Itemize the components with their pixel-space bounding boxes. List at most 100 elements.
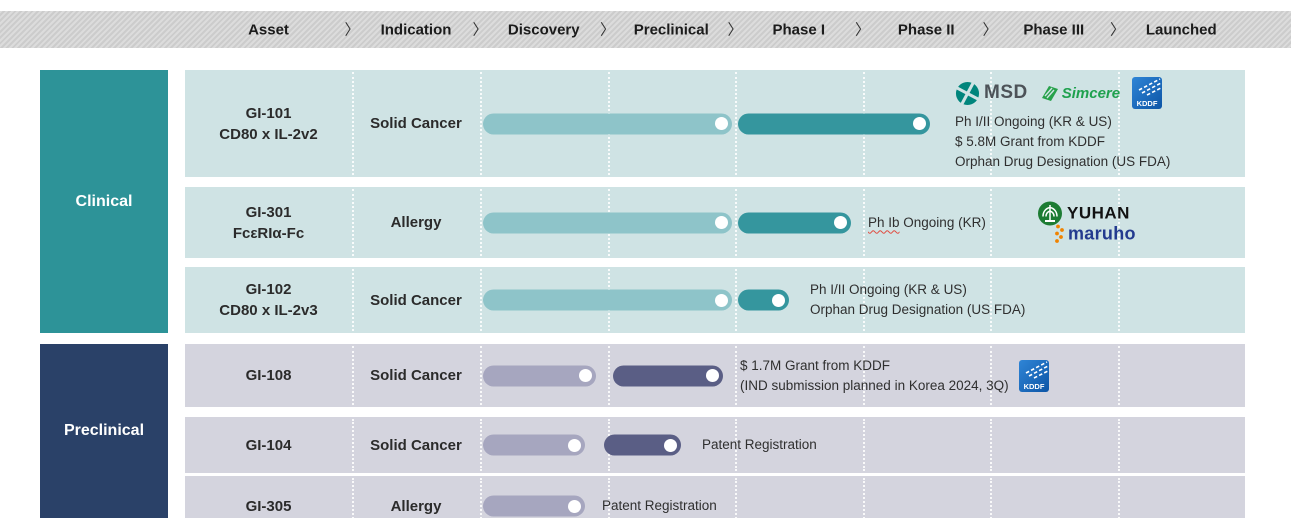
status-note: Ph I/II Ongoing (KR & US) xyxy=(955,114,1112,129)
phase-grid-line xyxy=(480,419,482,471)
row-annotations: Patent Registration xyxy=(602,496,717,516)
asset-code: GI-104 xyxy=(245,436,292,454)
phase-grid-line xyxy=(735,478,737,518)
row-annotations: Patent Registration xyxy=(702,435,817,455)
progress-bar-completed xyxy=(483,113,732,134)
simcere-leaf-icon xyxy=(1041,86,1058,101)
status-note: Orphan Drug Designation (US FDA) xyxy=(810,302,1026,317)
phase-header-label-phase-iii: Phase III xyxy=(1023,21,1085,38)
phase-grid-line xyxy=(352,269,354,331)
progress-bar-completed xyxy=(483,434,586,456)
status-note: Ph Ib Ongoing (KR) xyxy=(868,214,986,230)
progress-bar-ongoing xyxy=(738,212,851,233)
asset-code: GI-301 xyxy=(245,203,292,221)
chevron-separator-icon: 〉 xyxy=(982,21,998,39)
phase-grid-line xyxy=(990,189,992,256)
status-note: Orphan Drug Designation (US FDA) xyxy=(955,154,1171,169)
svg-text:KDDF: KDDF xyxy=(1137,99,1158,108)
indication-label: Solid Cancer xyxy=(370,291,462,309)
phase-grid-line xyxy=(1117,189,1120,256)
asset-code: GI-108 xyxy=(245,367,292,384)
asset-code: GI-101 xyxy=(245,104,292,122)
chevron-separator-icon: 〉 xyxy=(599,21,616,39)
phase-header-label-preclinical: Preclinical xyxy=(633,21,709,38)
progress-bar-ongoing xyxy=(738,113,930,134)
indication-label: Allergy xyxy=(390,497,442,515)
pipeline-row-gi-108: GI-108 Solid Cancer $ 1.7M Grant from KD… xyxy=(185,344,1245,407)
msd-logo-text: MSD xyxy=(984,82,1028,103)
phase-grid-line xyxy=(990,72,992,175)
progress-bar-completed xyxy=(483,365,596,386)
phase-grid-line xyxy=(480,72,482,175)
category-clinical: Clinical xyxy=(40,70,168,333)
pipeline-row-gi-104: GI-104 Solid Cancer Patent Registration xyxy=(185,417,1245,473)
phase-grid-line xyxy=(735,419,737,471)
phase-grid-line xyxy=(480,346,482,405)
simcere-logo: Simcere xyxy=(1040,83,1120,103)
progress-bar-completed xyxy=(483,289,732,311)
bar-area xyxy=(185,187,1245,258)
maruho-logo-text: maruho xyxy=(1068,223,1136,244)
yuhan-logo-text: YUHAN xyxy=(1067,203,1130,222)
maruho-dots-icon xyxy=(1055,224,1064,243)
kddf-icon: KDDF xyxy=(1018,359,1049,392)
phase-grid-line xyxy=(735,189,737,256)
kddf-icon: KDDF xyxy=(1132,77,1163,109)
phase-grid-line xyxy=(862,189,865,256)
asset-molecule: CD80 x IL-2v3 xyxy=(219,302,318,319)
phase-grid-line xyxy=(1117,478,1120,518)
progress-bar-ongoing xyxy=(604,434,681,456)
asset-name: GI-108 xyxy=(185,344,352,407)
progress-bar-ongoing xyxy=(738,289,790,311)
asset-name: GI-101 CD80 x IL-2v2 xyxy=(185,70,352,177)
phase-grid-line xyxy=(862,346,865,405)
asset-molecule: CD80 x IL-2v2 xyxy=(219,125,318,143)
phase-grid-line xyxy=(607,478,610,518)
msd-icon xyxy=(955,80,980,106)
asset-name: GI-301 FcεRIα-Fc xyxy=(185,187,352,258)
phase-grid-line xyxy=(480,269,482,331)
status-note: $ 5.8M Grant from KDDF xyxy=(955,134,1106,149)
yuhan-logo: YUHAN xyxy=(1037,200,1136,226)
phase-grid-line xyxy=(862,478,865,518)
chevron-separator-icon: 〉 xyxy=(1109,21,1126,39)
pipeline-row-gi-301: GI-301 FcεRIα-Fc Allergy Ph Ib Ongoing (… xyxy=(185,187,1245,258)
phase-grid-line xyxy=(862,419,865,471)
progress-bar-completed xyxy=(483,495,586,517)
phase-grid-line xyxy=(480,478,482,518)
bar-area xyxy=(185,70,1245,177)
asset-code: GI-305 xyxy=(245,497,292,515)
phase-grid-line xyxy=(1117,269,1120,331)
indication-label: Allergy xyxy=(390,214,442,231)
asset-name: GI-102 CD80 x IL-2v3 xyxy=(185,267,352,333)
phase-grid-line xyxy=(990,478,992,518)
bar-area xyxy=(185,417,1245,473)
indication-label: Solid Cancer xyxy=(370,436,462,454)
simcere-logo-text: Simcere xyxy=(1061,84,1121,102)
indication-label: Solid Cancer xyxy=(370,115,462,132)
status-note: Patent Registration xyxy=(702,437,817,452)
phase-header-label-launched: Launched xyxy=(1145,21,1217,38)
status-note: (IND submission planned in Korea 2024, 3… xyxy=(740,377,1009,393)
phase-grid-line xyxy=(990,346,992,405)
row-annotations: MSD Simcere xyxy=(955,75,1170,172)
phase-grid-line xyxy=(352,346,354,405)
pipeline-row-gi-305: GI-305 Allergy Patent Registration xyxy=(185,476,1245,518)
phase-grid-line xyxy=(352,72,354,175)
maruho-logo: maruho xyxy=(1053,223,1136,245)
kddf-logo: KDDF xyxy=(1018,359,1049,392)
bar-area xyxy=(185,476,1245,518)
row-annotations: Ph Ib Ongoing (KR) xyxy=(868,213,986,233)
phase-grid-line xyxy=(480,189,482,256)
chevron-separator-icon: 〉 xyxy=(472,21,488,39)
partner-logos: YUHAN maruho xyxy=(1037,200,1136,245)
kddf-logo: KDDF xyxy=(1132,77,1163,109)
phase-grid-line xyxy=(352,189,354,256)
row-annotations: $ 1.7M Grant from KDDF (IND submission p… xyxy=(740,356,1049,396)
msd-logo: MSD xyxy=(955,80,1028,106)
category-clinical-label: Clinical xyxy=(75,192,133,210)
phase-grid-line xyxy=(735,346,737,405)
status-note: Ph I/II Ongoing (KR & US) xyxy=(810,282,967,297)
phase-header-label-phase-i: Phase I xyxy=(772,21,826,38)
phase-header: Asset Indication Discovery Preclinical Phase… xyxy=(0,11,1291,48)
